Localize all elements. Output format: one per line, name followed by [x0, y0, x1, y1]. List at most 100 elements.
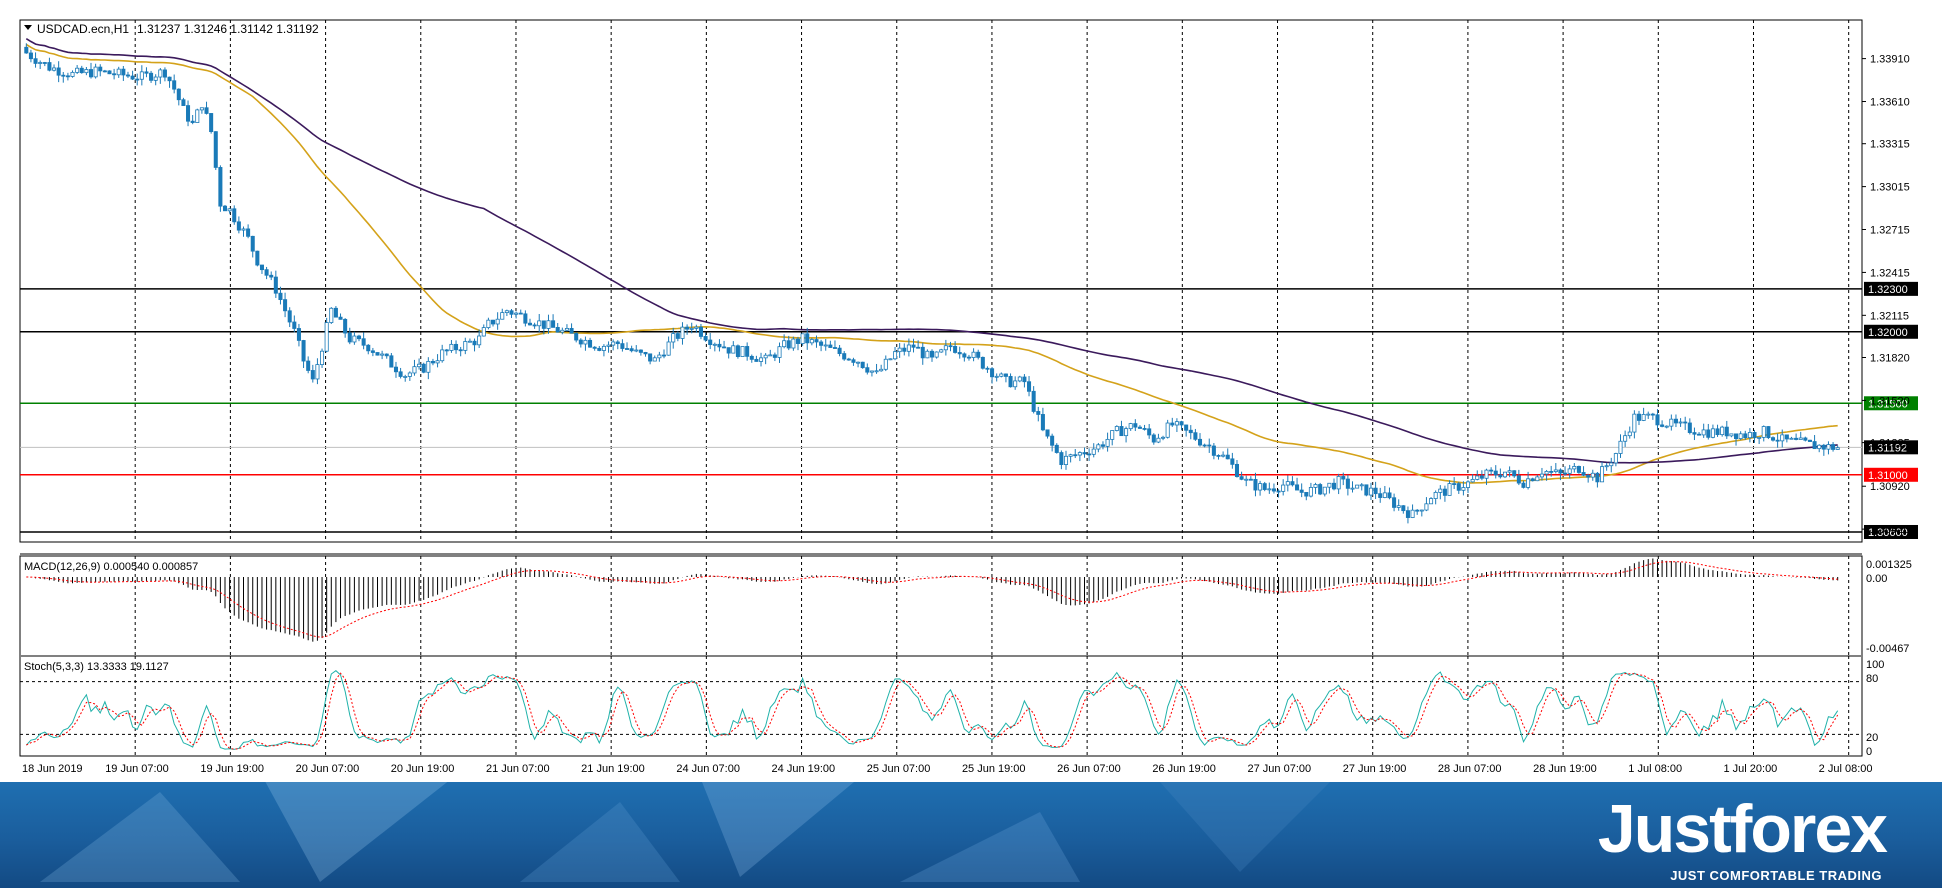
- candle-body: [1364, 484, 1369, 496]
- time-label: 24 Jun 07:00: [676, 763, 740, 775]
- candle-body: [1526, 478, 1531, 488]
- candle-body: [47, 62, 52, 71]
- candle-body: [1100, 444, 1105, 447]
- candle-body: [920, 346, 925, 359]
- candle-body: [1549, 471, 1554, 473]
- candle-body: [1438, 488, 1443, 493]
- candle-body: [366, 344, 371, 352]
- time-axis: 18 Jun 2019 19 Jun 07:00 19 Jun 19:00 20 Ju…: [22, 763, 1873, 775]
- macd-tick-bottom: -0.00467: [1866, 643, 1909, 655]
- candle-body: [611, 341, 616, 346]
- candle-body: [629, 348, 634, 352]
- candle-body: [1156, 437, 1161, 443]
- candle-body: [1401, 505, 1406, 512]
- candle-body: [971, 351, 976, 358]
- candle-body: [1673, 418, 1678, 424]
- candle-body: [1553, 469, 1558, 473]
- candle-body: [79, 67, 84, 74]
- candle-body: [509, 310, 514, 315]
- candle-body: [130, 75, 135, 80]
- candle-body: [976, 351, 981, 358]
- candle-body: [1137, 426, 1142, 429]
- candle-body: [1216, 454, 1221, 457]
- candle-body: [259, 264, 264, 271]
- candle-body: [1378, 493, 1383, 498]
- candle-body: [856, 361, 861, 364]
- candle-body: [1331, 482, 1337, 490]
- time-label: 28 Jun 19:00: [1533, 763, 1597, 775]
- candle-body: [865, 367, 870, 373]
- brand-tagline: JUST COMFORTABLE TRADING: [1670, 868, 1882, 883]
- candle-body: [56, 67, 61, 76]
- candle-body: [1096, 444, 1101, 450]
- time-label: 24 Jun 19:00: [772, 763, 836, 775]
- candle-body: [1461, 487, 1466, 491]
- candle-body: [592, 346, 597, 349]
- candle-body: [1327, 482, 1332, 488]
- candle-body: [1456, 483, 1461, 491]
- candle-body: [1050, 435, 1055, 446]
- candle-body: [52, 67, 57, 71]
- candle-body: [634, 349, 639, 352]
- candle-body: [1073, 454, 1078, 457]
- candle-body: [162, 69, 167, 78]
- candlesticks: [24, 43, 1840, 524]
- candle-body: [1082, 452, 1087, 455]
- candle-body: [671, 333, 676, 343]
- candle-body: [195, 109, 200, 123]
- candle-body: [842, 353, 847, 360]
- candle-body: [463, 341, 468, 351]
- candle-body: [1253, 478, 1258, 491]
- candle-body: [1835, 447, 1840, 450]
- candle-body: [1678, 421, 1683, 424]
- candle-body: [70, 71, 75, 77]
- candle-body: [1720, 426, 1725, 436]
- candle-body: [994, 375, 999, 378]
- dropdown-triangle-icon[interactable]: [24, 25, 32, 30]
- candle-body: [287, 310, 292, 323]
- candle-body: [1193, 432, 1198, 440]
- candle-body: [1022, 376, 1027, 383]
- candle-body: [1054, 444, 1059, 453]
- candle-body: [1581, 472, 1586, 476]
- candle-body: [1161, 436, 1166, 439]
- candle-body: [1692, 432, 1697, 435]
- candle-body: [1091, 448, 1096, 455]
- candle-body: [1230, 458, 1235, 465]
- candle-body: [204, 107, 209, 114]
- candle-body: [1715, 428, 1720, 436]
- candle-body: [1410, 509, 1415, 518]
- candle-body: [1124, 428, 1129, 437]
- level-tag: [1864, 281, 1918, 296]
- candle-body: [1794, 437, 1799, 440]
- candle-body: [1664, 425, 1669, 428]
- candle-body: [1706, 429, 1711, 438]
- candle-body: [491, 319, 496, 325]
- candle-body: [795, 338, 801, 344]
- candle-body: [283, 299, 288, 312]
- candle-body: [1697, 433, 1702, 436]
- candle-body: [805, 333, 810, 344]
- time-label: 26 Jun 19:00: [1152, 763, 1216, 775]
- candle-body: [541, 320, 546, 329]
- candle-body: [1299, 489, 1304, 493]
- candle-body: [1632, 413, 1637, 433]
- price-tick-label: 1.32715: [1870, 225, 1910, 237]
- candle-body: [523, 313, 528, 324]
- candle-body: [657, 354, 662, 359]
- time-label: 25 Jun 19:00: [962, 763, 1026, 775]
- level-tag-label: 1.31000: [1868, 470, 1908, 482]
- candle-body: [88, 69, 94, 78]
- candle-body: [1447, 483, 1452, 496]
- macd-tick-top: 0.001325: [1866, 559, 1912, 571]
- candle-body: [430, 360, 435, 364]
- stoch-signal-line: [26, 672, 1839, 750]
- candle-body: [814, 339, 819, 343]
- justforex-logo: Justforex: [1597, 791, 1888, 867]
- candle-body: [832, 347, 837, 349]
- candle-body: [1729, 433, 1734, 437]
- candle-body: [883, 358, 888, 370]
- candle-body: [1179, 421, 1184, 426]
- candle-body: [661, 354, 667, 357]
- candle-body: [1221, 454, 1226, 457]
